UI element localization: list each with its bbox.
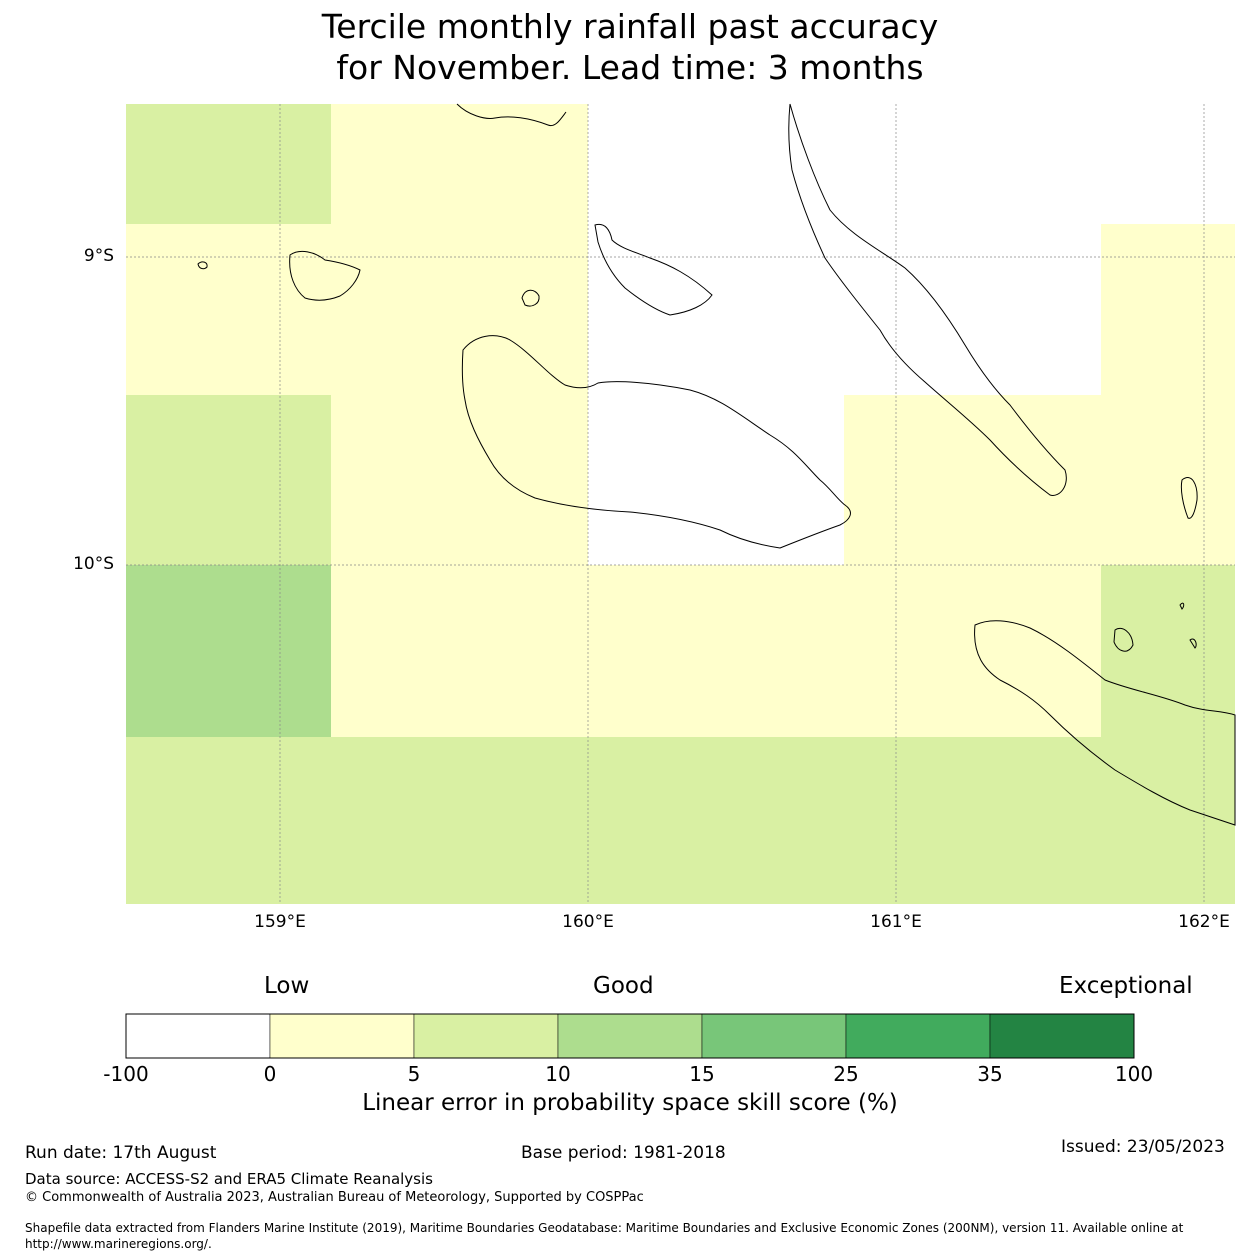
issued-date: Issued: 23/05/2023 [1061, 1137, 1225, 1157]
grid-cell [126, 395, 331, 565]
title-line-1: Tercile monthly rainfall past accuracy [321, 7, 939, 46]
colorbar [125, 1013, 1135, 1059]
grid-cell [844, 395, 1235, 565]
lon-label-159e: 159°E [254, 912, 306, 932]
coastline-islet [197, 261, 208, 270]
grid-cell [588, 224, 1101, 395]
coastline-islet [1180, 477, 1198, 519]
category-low: Low [264, 973, 310, 999]
colorbar-tick: 10 [545, 1062, 571, 1086]
grid-cell [126, 104, 331, 224]
grid-cell [331, 565, 1101, 737]
coastlines [197, 103, 1236, 826]
colorbar-swatch [269, 1013, 415, 1059]
coastline-islet [521, 289, 540, 307]
coastline-malaita [788, 103, 1067, 496]
colorbar-tick: 25 [833, 1062, 859, 1086]
colorbar-tick: 15 [689, 1062, 715, 1086]
grid-cell [588, 104, 1101, 224]
colorbar-tick: 0 [263, 1062, 277, 1086]
lon-label-162e: 162°E [1178, 912, 1230, 932]
chart-title: Tercile monthly rainfall past accuracy f… [0, 6, 1260, 88]
lon-label-160e: 160°E [562, 912, 614, 932]
grid-cell [1101, 224, 1235, 395]
colorbar-tick: 100 [1114, 1062, 1154, 1086]
category-exceptional: Exceptional [1059, 973, 1193, 999]
colorbar-tick: 35 [977, 1062, 1003, 1086]
base-period: Base period: 1981-2018 [521, 1143, 726, 1163]
coastline-ulawa [1113, 627, 1134, 652]
coastline-makira [974, 620, 1236, 826]
coastline-florida-islands [289, 250, 361, 301]
coastline-north-islands [456, 103, 567, 127]
coastline-guadalcanal [461, 335, 851, 549]
colorbar-swatch [989, 1013, 1135, 1059]
data-source: Data source: ACCESS-S2 and ERA5 Climate … [25, 1170, 433, 1188]
skill-grid [126, 104, 1235, 904]
grid-cell [588, 395, 844, 565]
shapefile-credit: Shapefile data extracted from Flanders M… [25, 1221, 1184, 1251]
run-date: Run date: 17th August [25, 1143, 217, 1163]
coastline-islet [1179, 602, 1185, 610]
grid-cell [331, 395, 588, 565]
grid-cell [126, 224, 331, 395]
lat-label-10s: 10°S [73, 554, 114, 574]
colorbar-swatch [413, 1013, 559, 1059]
colorbar-tick: 5 [407, 1062, 421, 1086]
colorbar-swatch [125, 1013, 271, 1059]
coastline-islet [1189, 638, 1197, 649]
lat-label-9s: 9°S [83, 246, 114, 266]
colorbar-swatch [845, 1013, 991, 1059]
colorbar-swatch [557, 1013, 703, 1059]
title-line-2: for November. Lead time: 3 months [336, 48, 924, 87]
grid-cell [126, 737, 1235, 904]
colorbar-tick: -100 [103, 1062, 149, 1086]
copyright: © Commonwealth of Australia 2023, Austra… [25, 1190, 644, 1205]
colorbar-swatch [701, 1013, 847, 1059]
lon-label-161e: 161°E [870, 912, 922, 932]
grid-cell [331, 224, 588, 395]
colorbar-frame [125, 1013, 1135, 1059]
gridlines [126, 104, 1235, 904]
coastline-santa-isabel [594, 223, 713, 316]
grid-cell [1101, 104, 1235, 224]
colorbar-title: Linear error in probability space skill … [362, 1090, 898, 1116]
grid-cell [126, 565, 331, 737]
category-good: Good [593, 973, 654, 999]
grid-cell [331, 104, 588, 224]
